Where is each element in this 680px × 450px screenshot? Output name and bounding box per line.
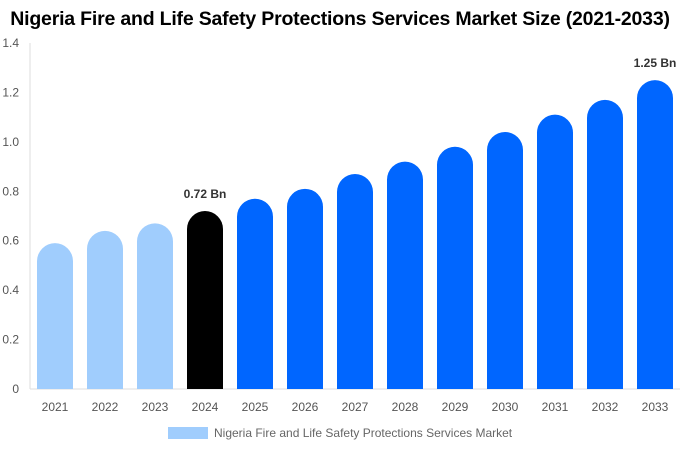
x-tick-label: 2023 [142, 400, 169, 414]
y-tick-label: 0.4 [2, 283, 19, 297]
data-label: 0.72 Bn [184, 187, 227, 201]
bar-2021 [37, 243, 73, 389]
bar-2024 [187, 211, 223, 389]
y-tick-label: 0.2 [2, 333, 19, 347]
bar-2032 [587, 99, 623, 389]
x-tick-label: 2032 [592, 400, 619, 414]
x-tick-label: 2028 [392, 400, 419, 414]
bar-2028 [387, 161, 423, 389]
legend-label: Nigeria Fire and Life Safety Protections… [214, 426, 513, 440]
bar-2025 [237, 198, 273, 389]
bar-2023 [137, 223, 173, 389]
x-tick-label: 2022 [92, 400, 119, 414]
data-label: 1.25 Bn [634, 56, 677, 70]
x-tick-label: 2031 [542, 400, 569, 414]
bar-2031 [537, 114, 573, 389]
bar-2026 [287, 188, 323, 389]
bar-2030 [487, 131, 523, 389]
x-tick-label: 2027 [342, 400, 369, 414]
legend: Nigeria Fire and Life Safety Protections… [168, 426, 512, 440]
x-tick-label: 2026 [292, 400, 319, 414]
y-tick-label: 1.2 [2, 85, 19, 99]
bar-2022 [87, 230, 123, 389]
legend-swatch [168, 427, 208, 439]
chart-title: Nigeria Fire and Life Safety Protections… [10, 8, 670, 30]
y-tick-label: 0 [12, 382, 19, 396]
bar-2027 [337, 173, 373, 389]
x-tick-label: 2025 [242, 400, 269, 414]
bar-2033 [637, 80, 673, 390]
y-tick-label: 0.8 [2, 184, 19, 198]
x-tick-label: 2021 [42, 400, 69, 414]
y-tick-label: 1.0 [2, 135, 19, 149]
x-tick-label: 2033 [642, 400, 669, 414]
y-tick-label: 0.6 [2, 234, 19, 248]
y-tick-label: 1.4 [2, 36, 19, 50]
x-tick-label: 2029 [442, 400, 469, 414]
x-tick-label: 2030 [492, 400, 519, 414]
bar-2029 [437, 146, 473, 389]
x-tick-label: 2024 [192, 400, 219, 414]
